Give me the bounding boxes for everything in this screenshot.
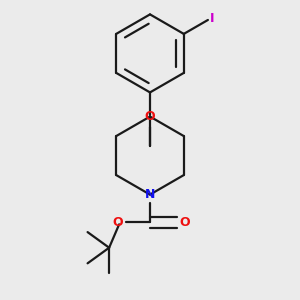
Text: I: I	[210, 12, 214, 26]
Text: N: N	[145, 188, 155, 201]
Text: O: O	[145, 110, 155, 123]
Text: O: O	[180, 216, 190, 229]
Text: O: O	[112, 216, 123, 229]
